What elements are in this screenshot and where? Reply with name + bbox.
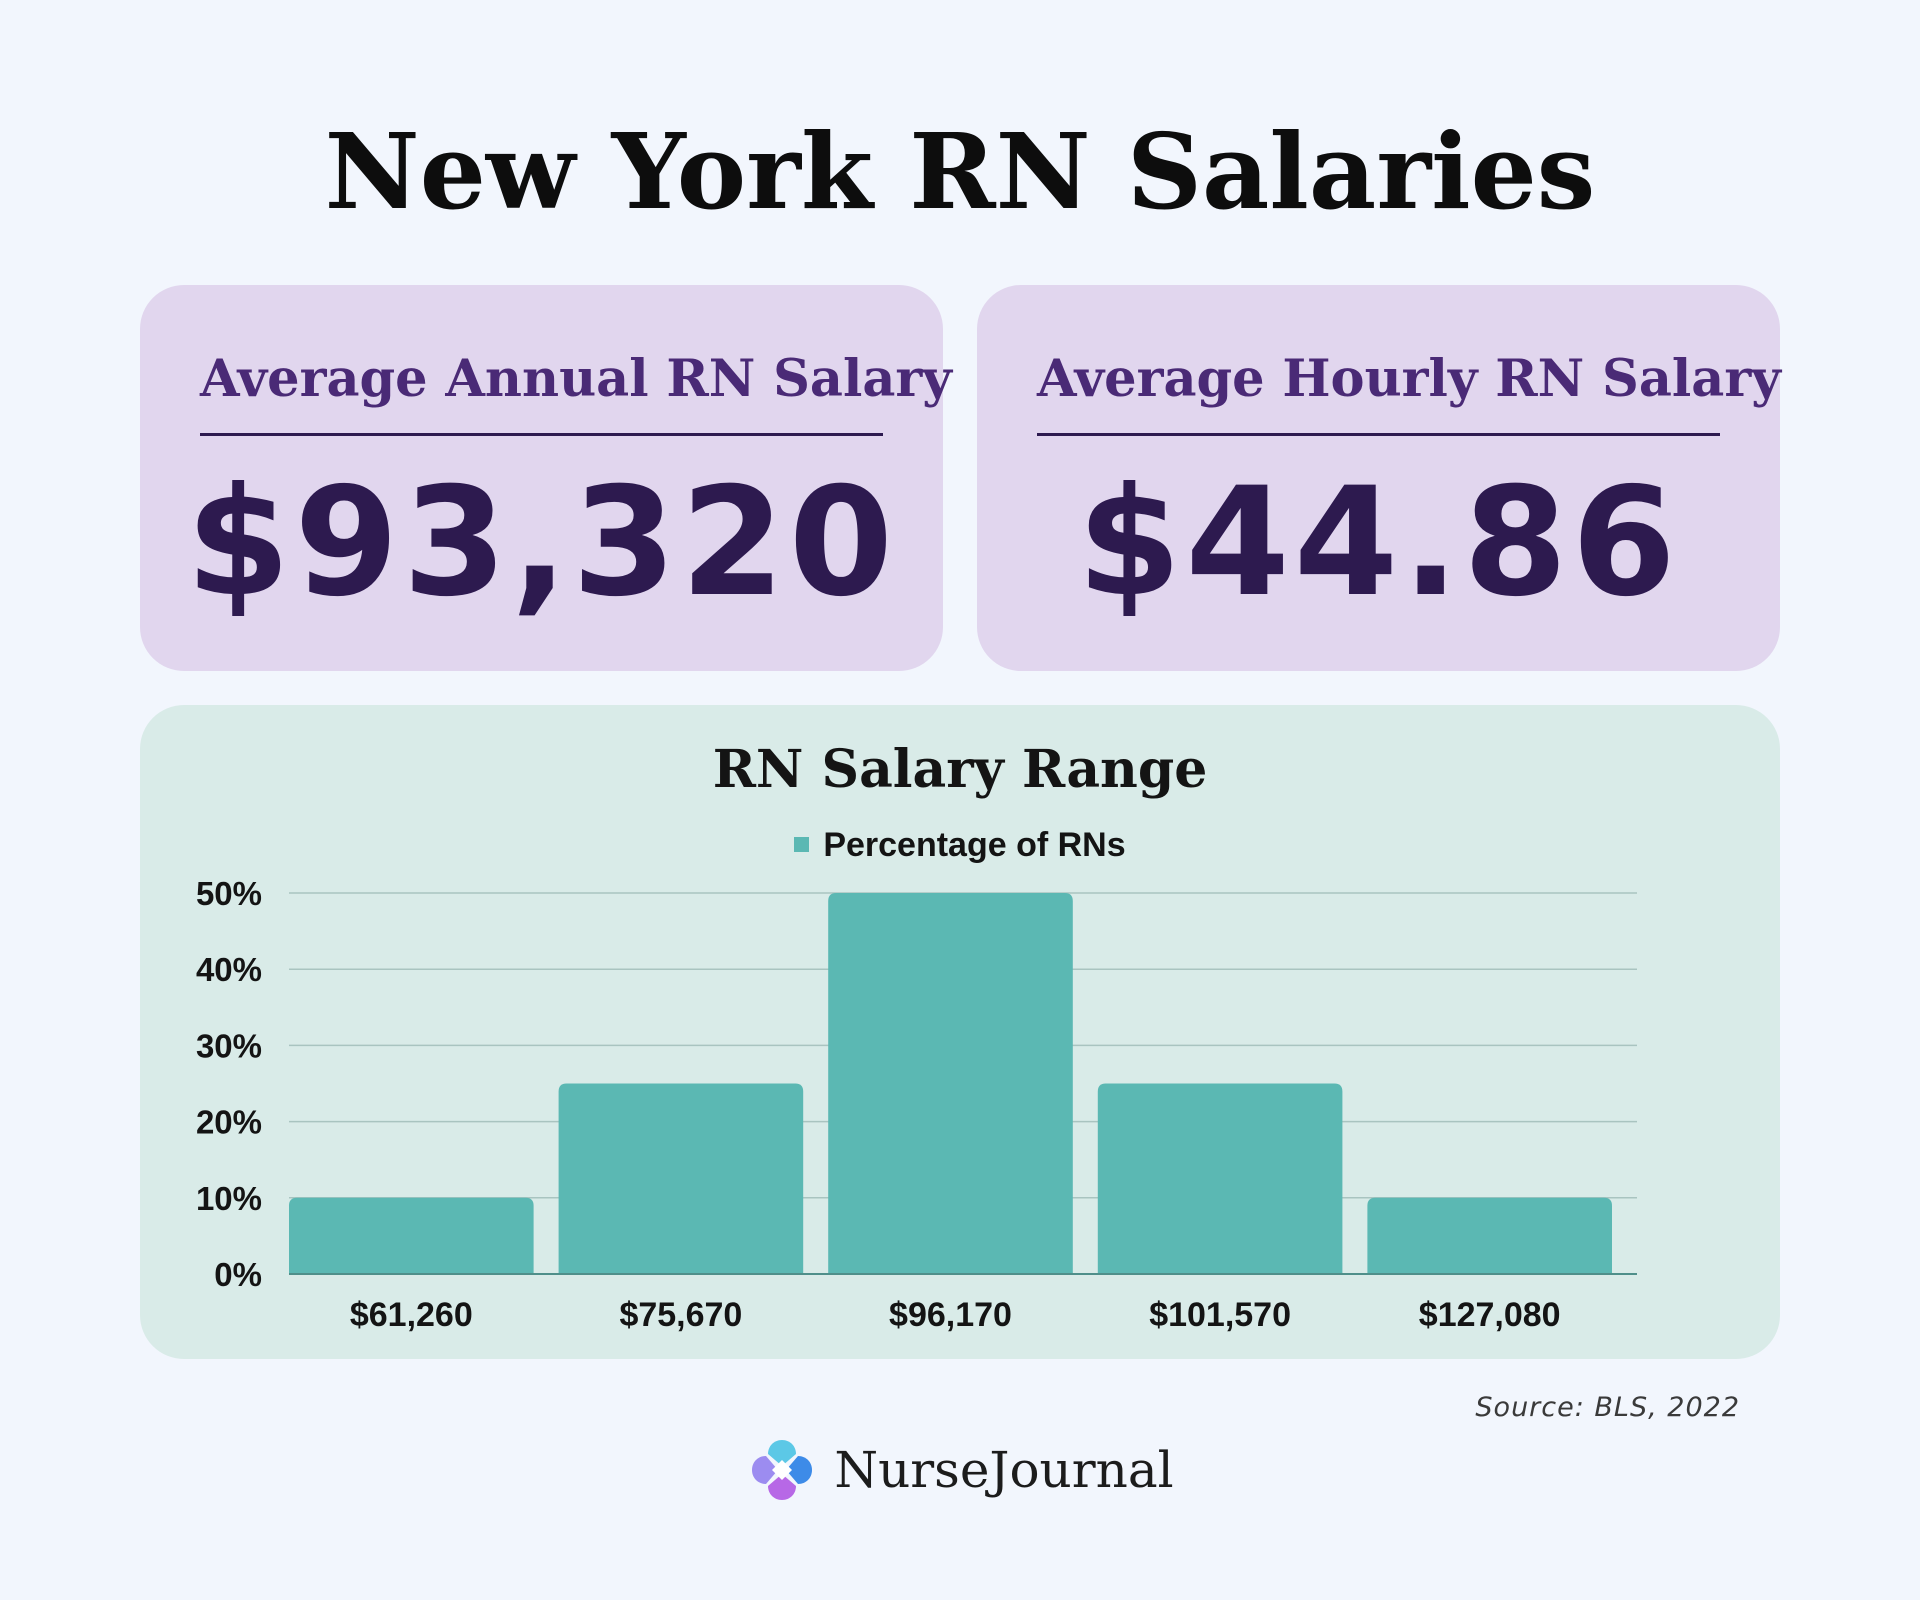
annual-salary-card: Average Annual RN Salary $93,320: [140, 285, 952, 671]
y-tick-label: 0%: [214, 1256, 262, 1293]
y-tick-label: 50%: [196, 875, 262, 912]
bar-3: [828, 893, 1073, 1274]
bar-5: [1367, 1197, 1612, 1274]
page-title: New York RN Salaries: [324, 110, 1596, 233]
x-tick-label: $61,260: [350, 1296, 473, 1334]
annual-salary-label: Average Annual RN Salary: [200, 349, 952, 409]
bar-2: [558, 1083, 804, 1274]
y-tick-label: 30%: [196, 1027, 262, 1064]
x-tick-label: $96,170: [889, 1296, 1012, 1334]
x-tick-label: $75,670: [619, 1296, 742, 1334]
source-note: Source: BLS, 2022: [1475, 1392, 1740, 1423]
hourly-salary-card: Average Hourly RN Salary $44.86: [977, 285, 1781, 671]
brand-footer: NurseJournal: [0, 1430, 1920, 1510]
y-tick-label: 20%: [196, 1104, 262, 1141]
nursejournal-logo-icon: [752, 1440, 813, 1500]
hourly-salary-label: Average Hourly RN Salary: [1037, 349, 1781, 409]
annual-salary-value: $93,320: [185, 456, 898, 630]
bar-1: [289, 1197, 534, 1274]
hourly-salary-divider: [1037, 433, 1720, 436]
legend-swatch: [794, 836, 810, 852]
x-tick-label: $101,570: [1149, 1296, 1291, 1334]
x-tick-label: $127,080: [1419, 1296, 1561, 1334]
bar-4: [1097, 1083, 1343, 1274]
annual-salary-divider: [200, 433, 883, 436]
legend-label: Percentage of RNs: [823, 826, 1126, 864]
chart-legend: Percentage of RNs: [140, 823, 1780, 867]
salary-range-chart-panel: RN Salary Range Percentage of RNs 0% 10% 2…: [140, 705, 1780, 1359]
hourly-salary-value: $44.86: [1077, 456, 1680, 630]
chart-title: RN Salary Range: [712, 739, 1208, 800]
brand-name: NurseJournal: [834, 1441, 1174, 1499]
y-tick-label: 10%: [196, 1180, 262, 1217]
salary-range-chart: 0% 10% 20% 30% 40% 50% $61,260 $75,670 $96,170 $1…: [196, 875, 1637, 1334]
y-tick-label: 40%: [196, 951, 262, 988]
